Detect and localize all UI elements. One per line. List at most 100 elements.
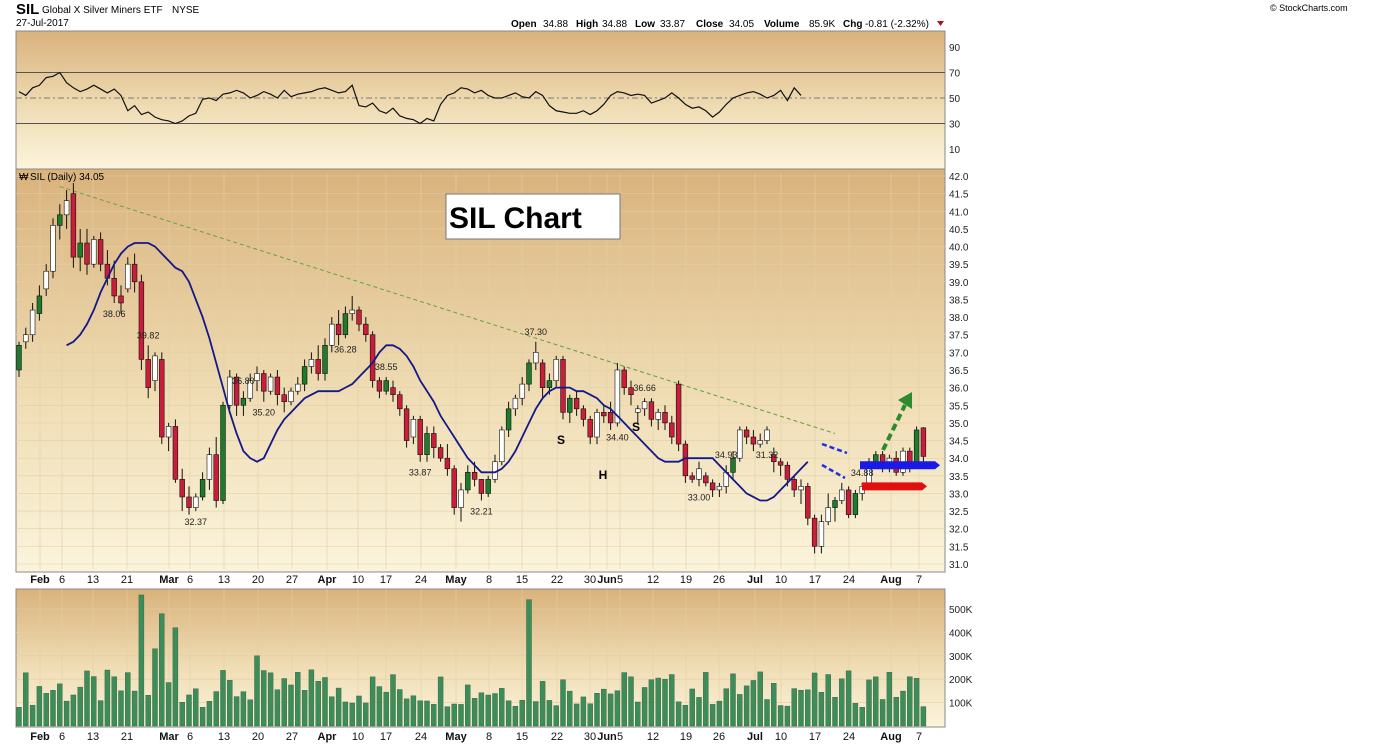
candle: [458, 482, 464, 522]
volume-bar: [607, 693, 614, 727]
candle: [553, 355, 559, 388]
volume-bar: [825, 674, 831, 727]
volume-bar: [84, 670, 90, 727]
symbol: SIL: [16, 1, 39, 18]
exchange: NYSE: [172, 5, 200, 16]
x-tick-label: Aug: [880, 574, 901, 586]
x-tick-label: 5: [617, 731, 623, 743]
volume-bar: [288, 684, 294, 727]
x-tick-label: 20: [252, 731, 264, 743]
chart-title: SIL Chart: [449, 202, 582, 235]
volume-bar: [227, 679, 233, 727]
volume-bar: [451, 703, 457, 727]
price-tick-label: 36.0: [949, 384, 969, 395]
x-tick-label: 19: [680, 574, 692, 586]
volume-bar: [104, 669, 111, 727]
candle: [465, 465, 471, 494]
volume-bar: [213, 691, 219, 727]
x-tick-label: 13: [87, 574, 99, 586]
volume-bar: [458, 704, 464, 727]
price-annotation: 38.55: [375, 362, 398, 372]
x-tick-label: 10: [775, 574, 787, 586]
volume-bar: [295, 672, 301, 727]
volume-bar: [533, 701, 539, 727]
volume-bar: [431, 704, 437, 727]
volume-bar: [866, 679, 872, 727]
volume-bar: [703, 672, 709, 727]
volume-bar: [322, 677, 328, 727]
volume-bar: [261, 670, 267, 727]
candle: [675, 380, 682, 452]
rsi-tick-label: 30: [949, 120, 961, 131]
x-tick-label: 27: [286, 731, 298, 743]
volume-bar: [424, 700, 430, 727]
candle: [125, 257, 131, 293]
candle: [403, 405, 410, 448]
volume-bar: [580, 696, 587, 727]
candle: [437, 444, 444, 462]
candle: [716, 482, 723, 497]
volume-bar: [91, 676, 97, 727]
x-tick-label: 17: [380, 731, 392, 743]
candle: [485, 475, 491, 497]
candle: [152, 352, 158, 392]
volume-bar: [682, 704, 689, 727]
wedge-upper-line: [821, 442, 848, 455]
volume-bar: [553, 705, 559, 727]
candle: [84, 228, 90, 275]
candle: [567, 394, 573, 423]
price-annotation: 35.20: [253, 408, 276, 418]
volume-bar: [308, 669, 315, 727]
x-tick-label: 30: [584, 731, 596, 743]
svg-text:High: High: [576, 19, 598, 30]
price-tick-label: 35.5: [949, 401, 969, 412]
volume-bar: [356, 695, 362, 727]
candle: [621, 366, 627, 395]
x-tick-label: 12: [647, 574, 659, 586]
x-tick-label: Apr: [318, 574, 338, 586]
candle: [165, 422, 172, 452]
candle: [764, 426, 770, 445]
svg-text:Volume: Volume: [764, 19, 800, 30]
price-tick-label: 41.0: [949, 207, 969, 218]
volume-bar: [512, 705, 519, 727]
candle: [349, 295, 355, 321]
svg-text:Low: Low: [635, 19, 655, 30]
candle: [669, 415, 675, 445]
candle: [295, 377, 301, 395]
volume-bar: [43, 693, 49, 727]
candle: [444, 444, 451, 476]
svg-text:85.9K: 85.9K: [809, 19, 835, 30]
svg-text:Open: Open: [511, 19, 537, 30]
x-tick-label: Aug: [880, 731, 901, 743]
volume-bar: [614, 690, 621, 727]
candle: [322, 338, 328, 381]
candle: [63, 190, 70, 229]
x-tick-label: Feb: [30, 574, 50, 586]
volume-bar: [417, 700, 423, 727]
price-annotation: 33.00: [688, 492, 711, 502]
volume-bar: [811, 672, 818, 727]
price-tick-label: 31.0: [949, 560, 969, 571]
candle: [580, 405, 587, 427]
volume-bar: [152, 648, 158, 727]
svg-text:-0.81 (-2.32%): -0.81 (-2.32%): [865, 19, 929, 30]
candle: [301, 359, 308, 392]
x-tick-label: Mar: [159, 574, 179, 586]
candle: [628, 380, 634, 406]
candle: [159, 352, 165, 445]
rsi-panel: [15, 30, 946, 170]
candle: [16, 341, 22, 378]
volume-bar: [621, 672, 627, 727]
volume-bar: [689, 688, 695, 727]
volume-bar: [920, 706, 927, 727]
volume-bar: [274, 689, 281, 727]
x-tick-label: 13: [87, 731, 99, 743]
x-tick-label: Mar: [159, 731, 179, 743]
volume-tick-label: 100K: [949, 699, 973, 710]
volume-bar: [764, 699, 770, 727]
volume-bar: [893, 696, 899, 727]
price-tick-label: 33.5: [949, 472, 969, 483]
rsi-tick-label: 10: [949, 145, 961, 156]
price-annotation: 34.93: [715, 450, 738, 460]
